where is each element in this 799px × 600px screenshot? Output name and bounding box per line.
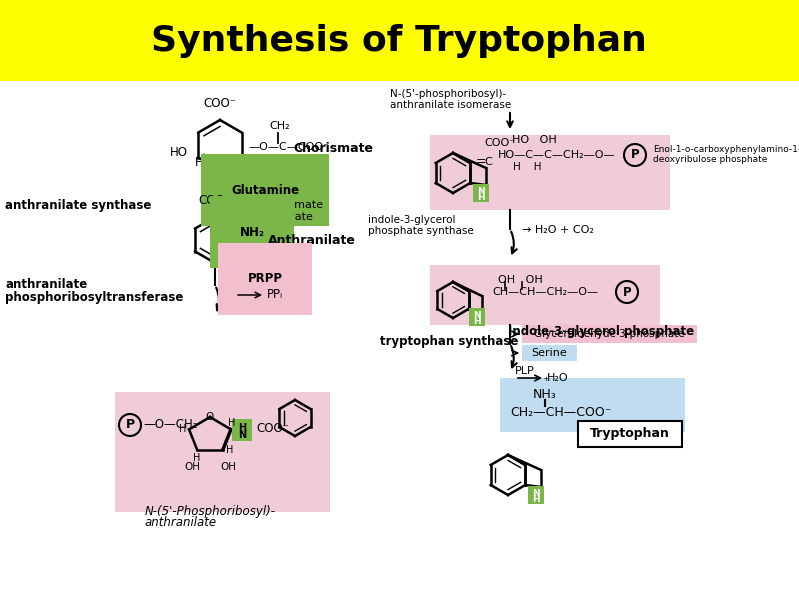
Text: NH₃: NH₃ bbox=[533, 389, 557, 401]
Text: Enol-1-o-carboxyphenylamino-1-: Enol-1-o-carboxyphenylamino-1- bbox=[653, 145, 799, 154]
Bar bbox=[430, 135, 670, 210]
Text: PPᵢ: PPᵢ bbox=[267, 289, 283, 301]
Text: NH₂: NH₂ bbox=[240, 226, 264, 238]
Text: Synthesis of Tryptophan: Synthesis of Tryptophan bbox=[151, 23, 647, 58]
Text: COO⁻: COO⁻ bbox=[256, 421, 289, 434]
Bar bbox=[115, 392, 330, 512]
Text: anthranilate isomerase: anthranilate isomerase bbox=[390, 100, 511, 110]
Text: phosphoribosyltransferase: phosphoribosyltransferase bbox=[5, 292, 184, 304]
Text: N: N bbox=[473, 311, 481, 319]
Text: Serine: Serine bbox=[531, 348, 567, 358]
Text: tryptophan synthase: tryptophan synthase bbox=[380, 335, 519, 349]
Text: → H₂O + CO₂: → H₂O + CO₂ bbox=[522, 225, 594, 235]
Text: H: H bbox=[238, 423, 246, 433]
Bar bbox=[430, 265, 660, 325]
Text: O: O bbox=[206, 412, 214, 422]
Text: ⁺: ⁺ bbox=[542, 375, 548, 388]
Text: —O—CH₂: —O—CH₂ bbox=[143, 419, 197, 431]
Text: CH—CH—CH₂—O—: CH—CH—CH₂—O— bbox=[492, 287, 598, 297]
FancyBboxPatch shape bbox=[578, 421, 682, 447]
Text: N: N bbox=[532, 488, 540, 497]
Text: PLP: PLP bbox=[515, 366, 535, 376]
Text: CH₂: CH₂ bbox=[269, 121, 289, 131]
Text: CH₂—CH—COO⁻: CH₂—CH—COO⁻ bbox=[510, 406, 611, 419]
Text: H: H bbox=[255, 157, 263, 167]
Text: anthranilate synthase: anthranilate synthase bbox=[5, 199, 151, 211]
Text: H: H bbox=[477, 193, 485, 202]
Text: —O—C—COO⁻: —O—C—COO⁻ bbox=[248, 142, 329, 152]
Text: C: C bbox=[484, 157, 492, 167]
FancyBboxPatch shape bbox=[528, 486, 544, 504]
Text: HO—C—C—CH₂—O—: HO—C—C—CH₂—O— bbox=[498, 150, 615, 160]
FancyBboxPatch shape bbox=[469, 308, 485, 326]
Text: Glyceraldehyde 3-phosphate: Glyceraldehyde 3-phosphate bbox=[534, 329, 685, 339]
Text: deoxyribulose phosphate: deoxyribulose phosphate bbox=[653, 155, 767, 164]
Text: OH   OH: OH OH bbox=[498, 275, 543, 285]
Text: N-(5'-Phosphoribosyl)-: N-(5'-Phosphoribosyl)- bbox=[145, 505, 276, 518]
Text: Glutamine: Glutamine bbox=[231, 184, 299, 196]
Text: H: H bbox=[532, 496, 540, 505]
Text: N-(5'-phosphoribosyl)-: N-(5'-phosphoribosyl)- bbox=[390, 89, 507, 99]
Text: H₂O: H₂O bbox=[547, 373, 569, 383]
Text: OH: OH bbox=[220, 461, 236, 472]
Text: COO⁻: COO⁻ bbox=[204, 97, 237, 110]
Text: H: H bbox=[473, 317, 481, 326]
Text: Chorismate: Chorismate bbox=[293, 142, 373, 155]
Text: H    H: H H bbox=[513, 162, 542, 172]
Text: anthranilate: anthranilate bbox=[5, 278, 87, 292]
Text: N: N bbox=[477, 187, 485, 196]
Text: COO⁻: COO⁻ bbox=[198, 194, 232, 207]
Bar bbox=[522, 325, 697, 343]
Text: Indole-3-glycerol phosphate: Indole-3-glycerol phosphate bbox=[508, 325, 694, 338]
Text: indole-3-glycerol: indole-3-glycerol bbox=[368, 215, 455, 225]
FancyBboxPatch shape bbox=[232, 419, 252, 441]
Text: H: H bbox=[226, 445, 233, 455]
Text: Tryptophan: Tryptophan bbox=[590, 427, 670, 440]
Text: H: H bbox=[229, 418, 236, 428]
Bar bbox=[500, 378, 685, 432]
Text: HO: HO bbox=[170, 146, 188, 160]
Text: Anthranilate: Anthranilate bbox=[268, 233, 356, 247]
Bar bbox=[0, 0, 799, 81]
Text: P: P bbox=[125, 419, 134, 431]
Text: N: N bbox=[238, 430, 246, 440]
Text: phosphate synthase: phosphate synthase bbox=[368, 226, 474, 236]
Text: OH: OH bbox=[184, 461, 200, 472]
Text: H: H bbox=[193, 452, 201, 463]
Bar bbox=[522, 345, 577, 361]
Text: COO⁻: COO⁻ bbox=[484, 138, 515, 148]
Text: H: H bbox=[195, 157, 204, 169]
Text: H: H bbox=[179, 424, 186, 434]
Text: Pyruvate: Pyruvate bbox=[264, 212, 314, 222]
Text: PRPP: PRPP bbox=[248, 272, 283, 286]
Text: =: = bbox=[475, 155, 487, 169]
FancyBboxPatch shape bbox=[473, 184, 489, 202]
Text: P: P bbox=[630, 148, 639, 161]
Text: P: P bbox=[622, 286, 631, 298]
Text: anthranilate: anthranilate bbox=[145, 516, 217, 529]
Text: Glutamate: Glutamate bbox=[264, 200, 323, 210]
Text: HO   OH: HO OH bbox=[512, 135, 557, 145]
